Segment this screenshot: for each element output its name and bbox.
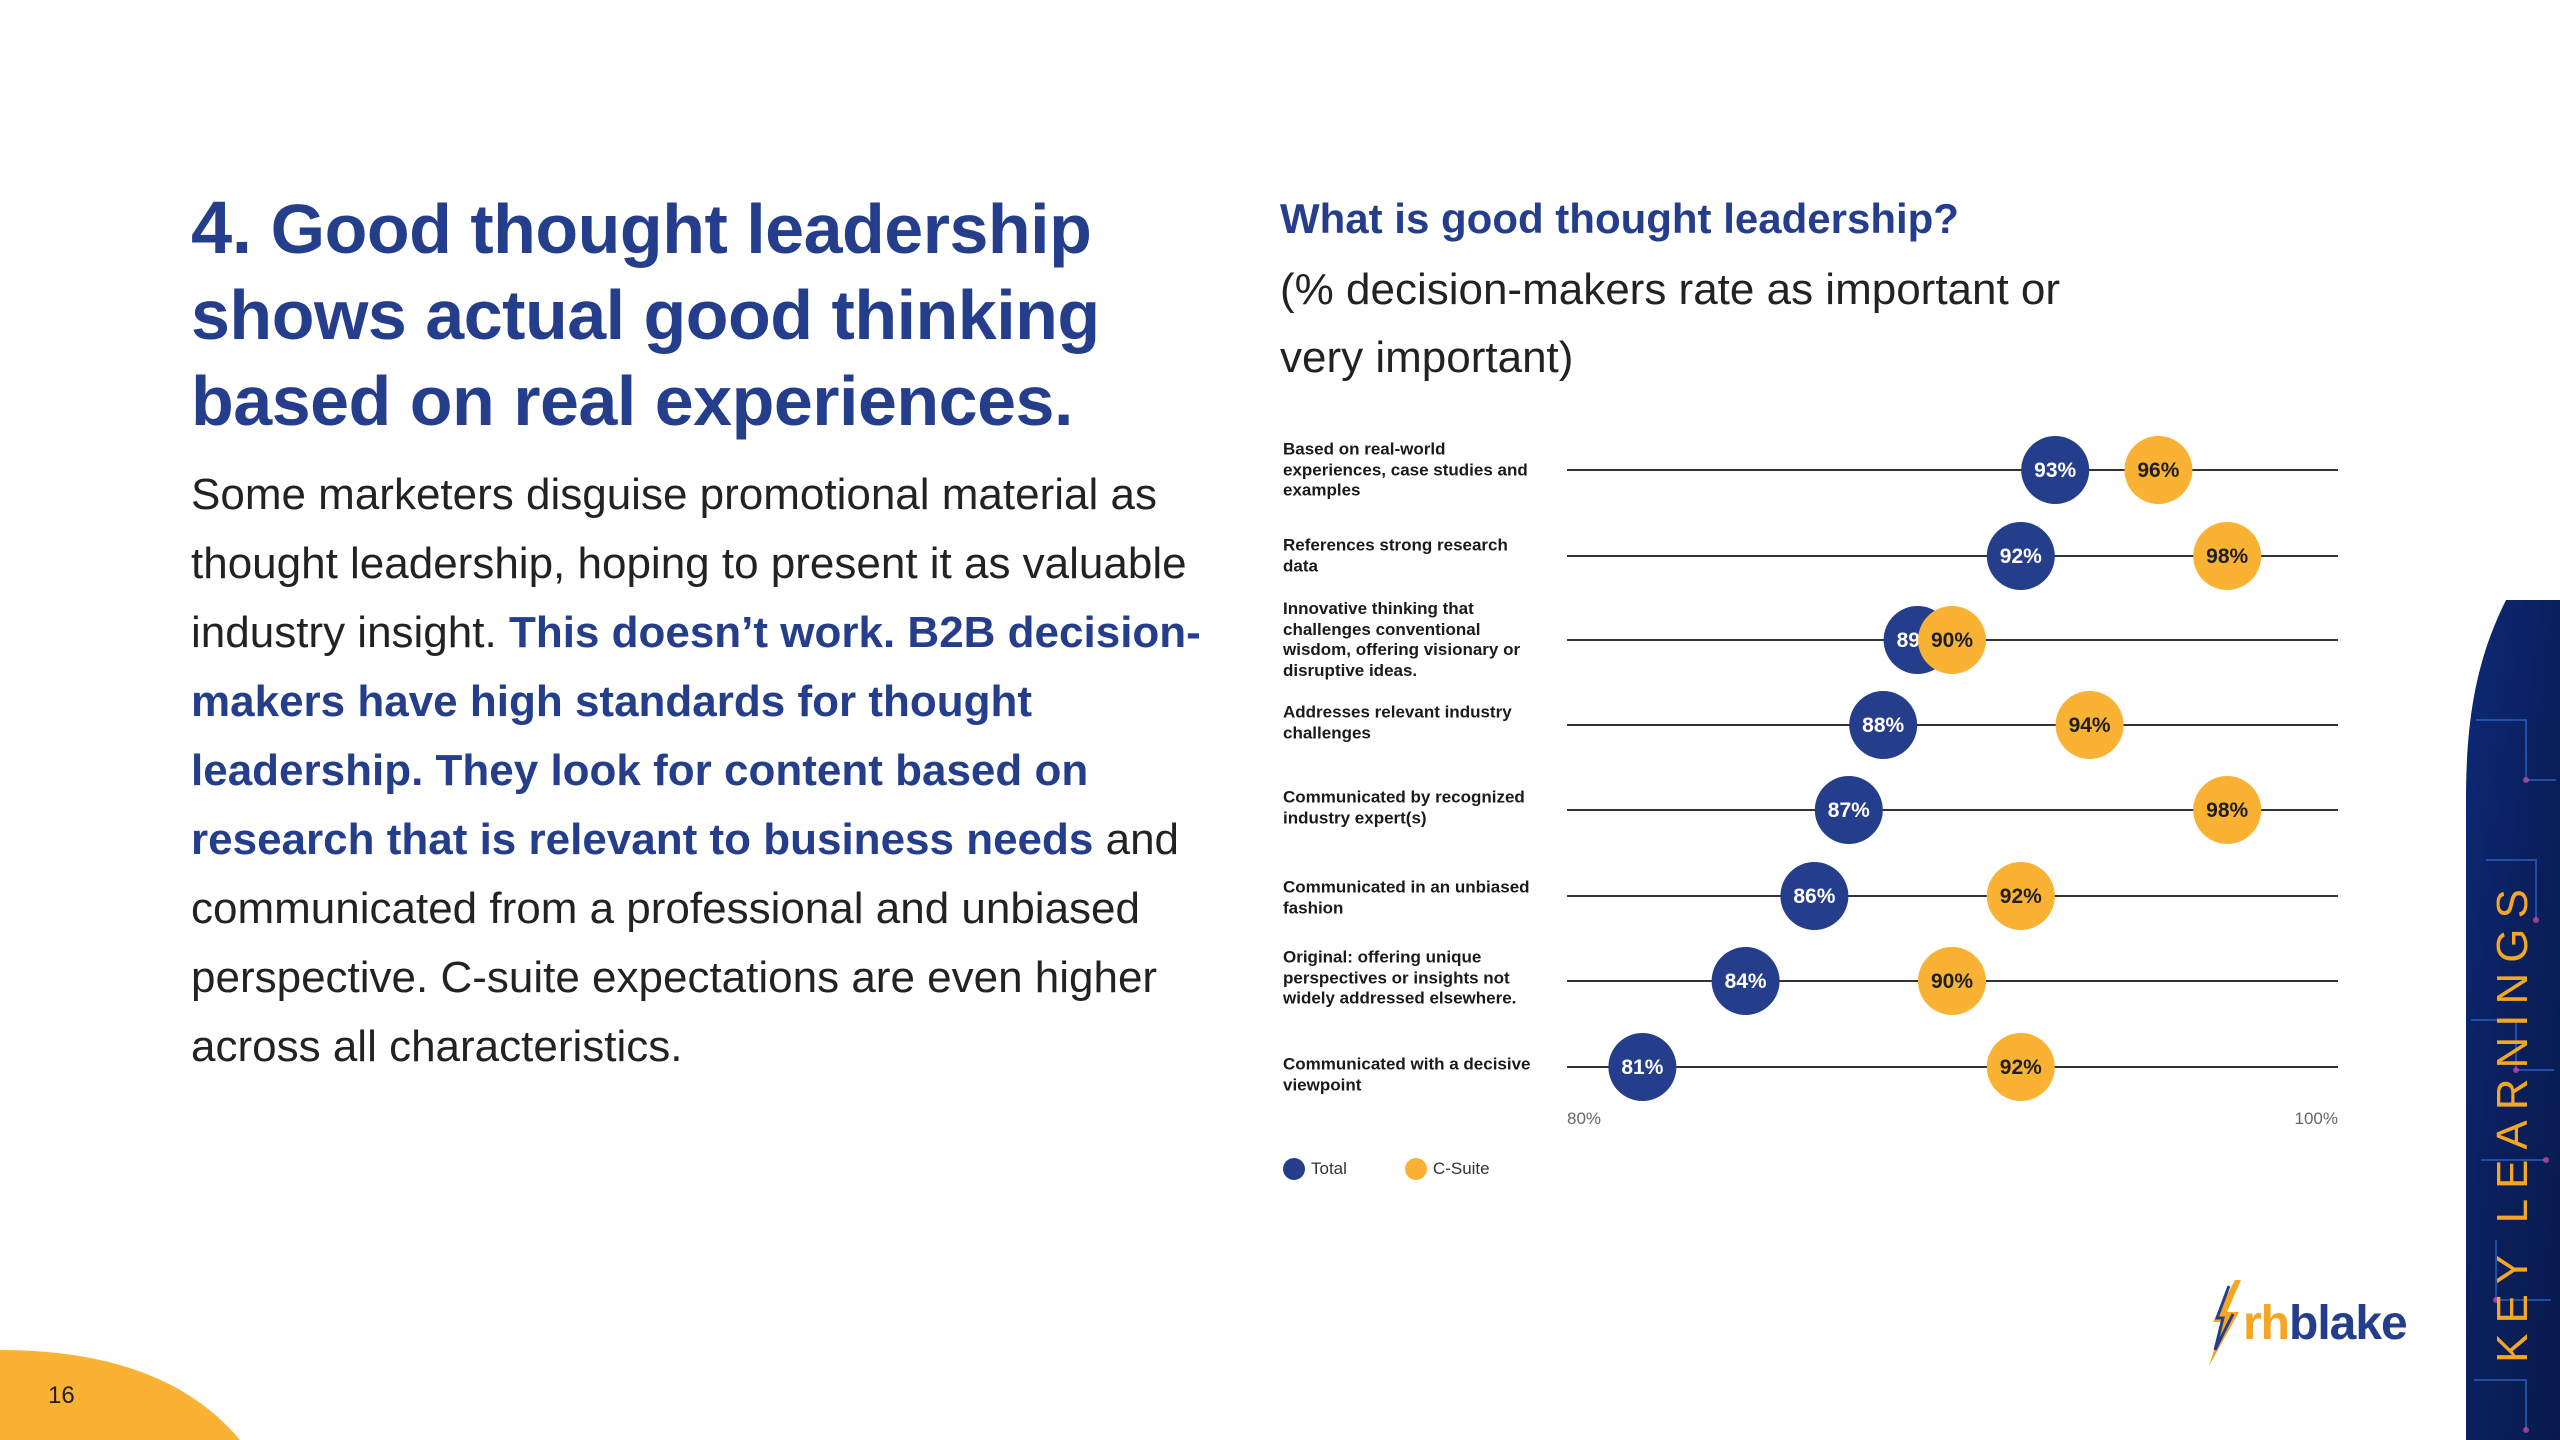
body-text-emphasis: This doesn’t work. B2B decision-makers h… xyxy=(191,608,1201,864)
data-label-csuite: 92% xyxy=(2000,1056,2042,1079)
company-logo: rhblake xyxy=(2205,1280,2408,1366)
dot-csuite xyxy=(2124,436,2193,504)
row-label-3: Innovative thinking that challenges conv… xyxy=(1283,599,1521,680)
row-label-6: Communicated in an unbiased fashion xyxy=(1283,877,1530,918)
row-label-4: Addresses relevant industry challenges xyxy=(1283,702,1512,743)
logo-prefix: rh xyxy=(2243,1296,2290,1350)
page-number: 16 xyxy=(48,1382,75,1409)
page-corner-decoration xyxy=(0,1350,240,1440)
dot-total xyxy=(1986,522,2055,590)
data-label-total: 84% xyxy=(1725,970,1767,993)
legend-swatch-total xyxy=(1283,1158,1305,1180)
dot-total xyxy=(2021,436,2090,504)
x-tick-label: 100% xyxy=(2295,1109,2338,1128)
row-label-1: Based on real-world experiences, case st… xyxy=(1283,439,1528,500)
headline-line-3: based on real experiences. xyxy=(191,362,1073,440)
body-paragraph: Some marketers disguise promotional mate… xyxy=(191,460,1251,1081)
data-label-csuite: 96% xyxy=(2137,459,2179,482)
banner-title: KEY LEARNINGS xyxy=(2488,878,2537,1363)
data-label-total: 92% xyxy=(2000,545,2042,568)
data-label-csuite: 90% xyxy=(1931,970,1973,993)
dot-csuite xyxy=(1986,1033,2055,1101)
chart-subtitle: (% decision-makers rate as important or … xyxy=(1280,265,2061,382)
dot-csuite xyxy=(2193,522,2262,590)
chart-title: What is good thought leadership? xyxy=(1280,195,1959,242)
dot-plot-chart: 93%92%89%88%87%86%84%81%96%98%90%94%98%9… xyxy=(1567,436,2338,1128)
dot-csuite xyxy=(2193,776,2262,844)
data-label-total: 87% xyxy=(1828,799,1870,822)
body-text-intro: Some marketers disguise promotional mate… xyxy=(191,470,1187,657)
dot-total xyxy=(1711,947,1780,1015)
circuit-pattern-decoration xyxy=(2466,600,2560,1440)
key-learnings-banner xyxy=(2466,600,2560,1440)
dot-total xyxy=(1780,862,1849,930)
data-label-csuite: 92% xyxy=(2000,885,2042,908)
data-label-csuite: 90% xyxy=(1931,629,1973,652)
data-label-total: 81% xyxy=(1621,1056,1663,1079)
row-label-5: Communicated by recognized industry expe… xyxy=(1283,787,1525,828)
dot-total xyxy=(1608,1033,1677,1101)
logo-wordmark: rhblake xyxy=(2243,1296,2408,1351)
data-label-csuite: 98% xyxy=(2206,799,2248,822)
row-label-2: References strong research data xyxy=(1283,535,1508,576)
legend-item-total: Total xyxy=(1283,1158,1347,1180)
data-label-csuite: 98% xyxy=(2206,545,2248,568)
headline-line-2: shows actual good thinking xyxy=(191,276,1100,354)
headline-line-1: Good thought leadership xyxy=(270,190,1092,268)
data-label-csuite: 94% xyxy=(2069,714,2111,737)
row-label-8: Communicated with a decisive viewpoint xyxy=(1283,1054,1531,1095)
dot-csuite xyxy=(1918,606,1986,674)
legend-label-csuite: C-Suite xyxy=(1432,1159,1490,1178)
banner-text-container: KEY LEARNINGS xyxy=(2466,600,2560,1440)
dot-csuite xyxy=(1986,862,2055,930)
legend-item-csuite: C-Suite xyxy=(1404,1158,1490,1180)
logo-name: blake xyxy=(2289,1296,2408,1350)
body-text-conclusion: and communicated from a professional and… xyxy=(191,815,1180,1071)
dot-total xyxy=(1849,691,1918,759)
legend-swatch-csuite xyxy=(1404,1158,1427,1180)
chart-legend: Total C-Suite xyxy=(1283,1158,1548,1180)
logo-flame-icon xyxy=(2209,1280,2241,1366)
data-label-total: 88% xyxy=(1862,714,1904,737)
dot-csuite xyxy=(1918,947,1986,1015)
row-label-7: Original: offering unique perspectives o… xyxy=(1283,947,1517,1008)
dot-total xyxy=(1814,776,1883,844)
data-label-total: 93% xyxy=(2034,459,2076,482)
x-tick-label: 80% xyxy=(1567,1109,1601,1128)
data-label-total: 86% xyxy=(1793,885,1835,908)
headline-number: 4. xyxy=(191,186,252,269)
page-headline: 4. Good thought leadership shows actual … xyxy=(191,185,1191,444)
dot-csuite xyxy=(2055,691,2124,759)
legend-label-total: Total xyxy=(1311,1159,1347,1178)
